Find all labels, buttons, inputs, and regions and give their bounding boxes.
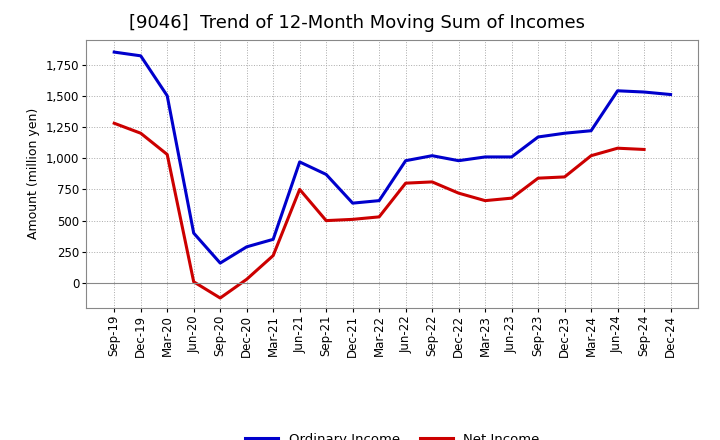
Ordinary Income — [508, 154, 516, 160]
Net Income — [216, 295, 225, 301]
Net Income — [295, 187, 304, 192]
Ordinary Income — [587, 128, 595, 133]
Net Income — [640, 147, 649, 152]
Ordinary Income — [216, 260, 225, 266]
Ordinary Income — [454, 158, 463, 163]
Ordinary Income — [189, 231, 198, 236]
Line: Ordinary Income: Ordinary Income — [114, 52, 670, 263]
Net Income — [508, 195, 516, 201]
Ordinary Income — [110, 49, 119, 55]
Ordinary Income — [375, 198, 384, 203]
Line: Net Income: Net Income — [114, 123, 644, 298]
Y-axis label: Amount (million yen): Amount (million yen) — [27, 108, 40, 239]
Net Income — [481, 198, 490, 203]
Net Income — [560, 174, 569, 180]
Ordinary Income — [322, 172, 330, 177]
Net Income — [136, 131, 145, 136]
Legend: Ordinary Income, Net Income: Ordinary Income, Net Income — [240, 427, 545, 440]
Ordinary Income — [666, 92, 675, 97]
Ordinary Income — [481, 154, 490, 160]
Net Income — [110, 121, 119, 126]
Ordinary Income — [428, 153, 436, 158]
Net Income — [428, 179, 436, 184]
Net Income — [401, 180, 410, 186]
Net Income — [613, 146, 622, 151]
Net Income — [163, 152, 171, 157]
Net Income — [587, 153, 595, 158]
Ordinary Income — [295, 159, 304, 165]
Ordinary Income — [136, 53, 145, 59]
Net Income — [269, 253, 277, 258]
Net Income — [375, 214, 384, 220]
Net Income — [243, 277, 251, 282]
Ordinary Income — [534, 134, 542, 139]
Ordinary Income — [613, 88, 622, 93]
Ordinary Income — [163, 93, 171, 99]
Ordinary Income — [640, 89, 649, 95]
Ordinary Income — [401, 158, 410, 163]
Net Income — [348, 217, 357, 222]
Net Income — [322, 218, 330, 223]
Net Income — [534, 176, 542, 181]
Net Income — [454, 191, 463, 196]
Text: [9046]  Trend of 12-Month Moving Sum of Incomes: [9046] Trend of 12-Month Moving Sum of I… — [130, 15, 585, 33]
Net Income — [189, 279, 198, 284]
Ordinary Income — [560, 131, 569, 136]
Ordinary Income — [348, 201, 357, 206]
Ordinary Income — [243, 244, 251, 249]
Ordinary Income — [269, 237, 277, 242]
